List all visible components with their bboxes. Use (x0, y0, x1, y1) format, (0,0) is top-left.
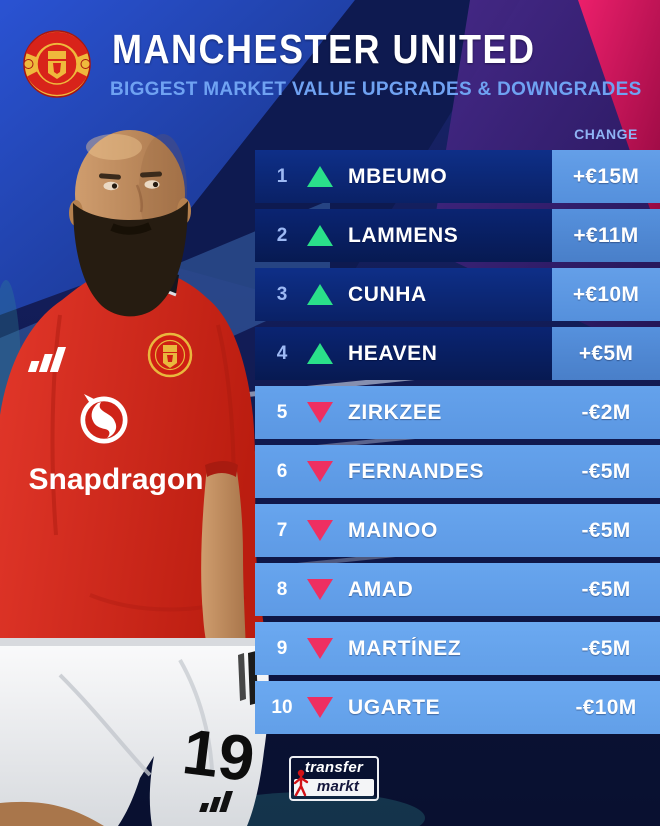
up-triangle-icon (307, 343, 333, 364)
page-subtitle: BIGGEST MARKET VALUE UPGRADES & DOWNGRAD… (110, 79, 642, 100)
down-triangle-icon (307, 520, 333, 541)
player-name: ZIRKZEE (348, 400, 443, 424)
change-value: -€2M (581, 400, 631, 424)
down-triangle-icon (307, 638, 333, 659)
adidas-logo-black (199, 791, 233, 812)
rank-label: 3 (276, 283, 288, 305)
snapdragon-emblem-icon (80, 394, 128, 444)
table-row: 1 MBEUMO +€15M (255, 150, 660, 203)
change-value: +€5M (552, 327, 660, 380)
transfermarkt-logo: transfer markt (289, 756, 379, 801)
adidas-logo-white (27, 347, 66, 372)
rank-label: 5 (276, 401, 288, 423)
player-beard (73, 201, 188, 317)
change-value: +€11M (552, 209, 660, 262)
transfer-wordmark: transfer (304, 759, 364, 776)
up-triangle-icon (307, 284, 333, 305)
shirt (0, 267, 266, 638)
down-triangle-icon (307, 579, 333, 600)
rank-label: 7 (276, 519, 288, 541)
change-value: -€5M (581, 459, 631, 483)
rank-label: 10 (271, 696, 293, 718)
player-photo: Snapdragon 19 (0, 130, 269, 826)
shirt-sponsor-wordmark: Snapdragon (28, 463, 203, 496)
market-value-table: CHANGE 1 MBEUMO +€15M 2 LAMMENS +€11M 3 … (255, 121, 660, 734)
change-value: +€10M (552, 268, 660, 321)
table-row: 10 UGARTE -€10M (255, 681, 660, 734)
change-column-header: CHANGE (574, 126, 638, 142)
markt-wordmark: markt (294, 779, 374, 796)
player-name: UGARTE (348, 695, 441, 719)
tm-figure-icon (293, 769, 309, 797)
down-triangle-icon (307, 402, 333, 423)
player-name: CUNHA (348, 282, 427, 306)
page-title: MANCHESTER UNITED (112, 26, 536, 72)
rank-label: 8 (276, 578, 288, 600)
change-value: -€10M (575, 695, 637, 719)
table-row: 4 HEAVEN +€5M (255, 327, 660, 380)
table-row: 8 AMAD -€5M (255, 563, 660, 616)
table-row: 5 ZIRKZEE -€2M (255, 386, 660, 439)
change-value: -€5M (581, 577, 631, 601)
shirt-crest (147, 332, 193, 378)
player-name: LAMMENS (348, 223, 459, 247)
shirt-number: 19 (179, 715, 258, 795)
rank-label: 4 (276, 342, 288, 364)
up-triangle-icon (307, 225, 333, 246)
player-name: MBEUMO (348, 164, 448, 188)
up-triangle-icon (307, 166, 333, 187)
table-row: 7 MAINOO -€5M (255, 504, 660, 557)
player-name: MAINOO (348, 518, 438, 542)
change-value: -€5M (581, 636, 631, 660)
table-row: 9 MARTÍNEZ -€5M (255, 622, 660, 675)
table-rows: 1 MBEUMO +€15M 2 LAMMENS +€11M 3 CUNHA +… (255, 150, 660, 734)
table-row: 6 FERNANDES -€5M (255, 445, 660, 498)
change-value: -€5M (581, 518, 631, 542)
rank-label: 9 (276, 637, 288, 659)
player-name: HEAVEN (348, 341, 438, 365)
player-name: FERNANDES (348, 459, 485, 483)
down-triangle-icon (307, 461, 333, 482)
player-name: MARTÍNEZ (348, 636, 462, 660)
rank-label: 1 (276, 165, 288, 187)
down-triangle-icon (307, 697, 333, 718)
table-row: 3 CUNHA +€10M (255, 268, 660, 321)
rank-label: 2 (276, 224, 288, 246)
club-crest (23, 30, 91, 98)
table-row: 2 LAMMENS +€11M (255, 209, 660, 262)
change-value: +€15M (552, 150, 660, 203)
player-arm (201, 465, 246, 686)
rank-label: 6 (276, 460, 288, 482)
player-name: AMAD (348, 577, 414, 601)
